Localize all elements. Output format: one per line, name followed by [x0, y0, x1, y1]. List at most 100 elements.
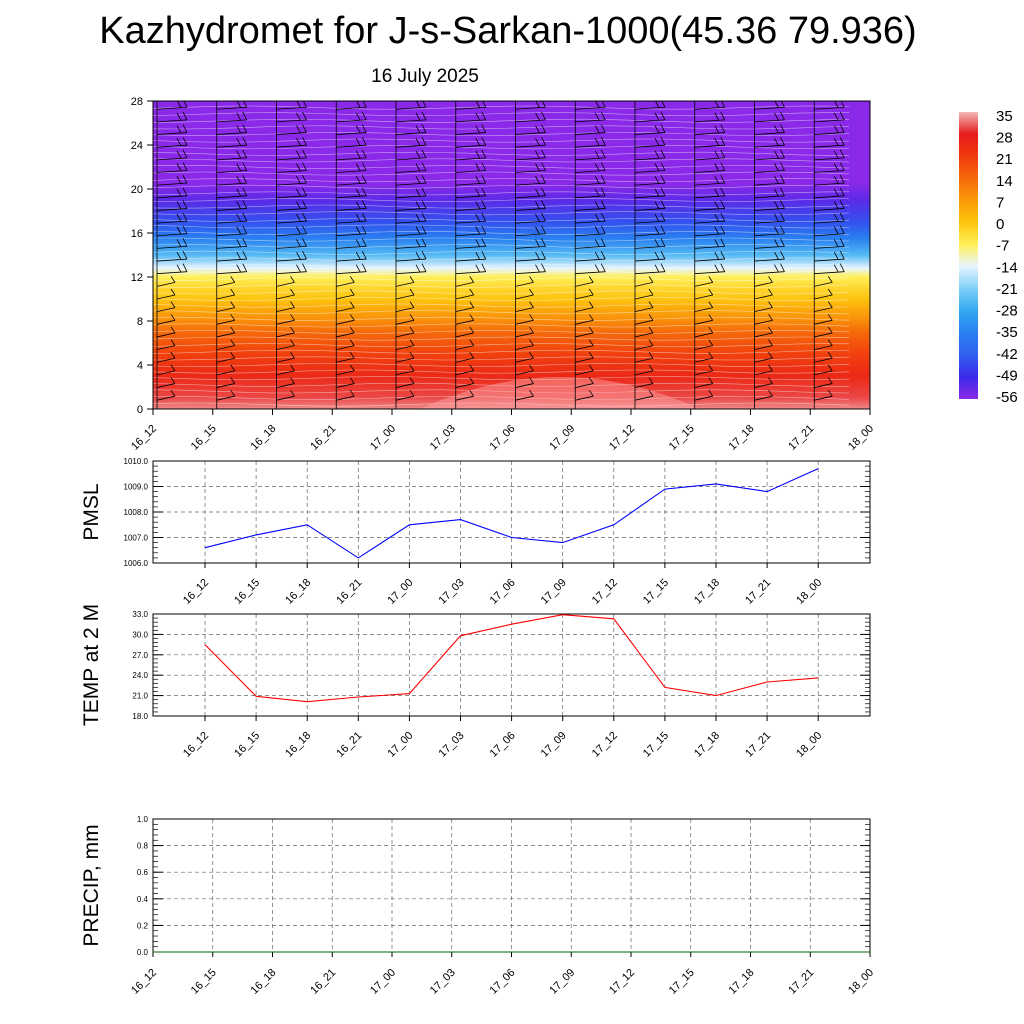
colorbar-label: 14 [996, 173, 1013, 190]
section-y-tick: 4 [137, 360, 143, 372]
x-tick-label: 16_21 [334, 730, 364, 760]
x-tick-label: 16_18 [249, 967, 279, 997]
section-y-tick: 28 [131, 96, 143, 108]
x-tick-label: 17_21 [786, 967, 816, 997]
series-line [204, 468, 819, 559]
x-tick-label: 18_00 [846, 967, 876, 997]
x-tick-label: 17_00 [385, 730, 415, 760]
x-tick-label: 17_12 [607, 967, 637, 997]
section-x-tick: 17_03 [428, 423, 458, 453]
x-tick-label: 17_15 [641, 577, 671, 607]
section-y-tick: 0 [137, 404, 143, 416]
x-tick-label: 17_03 [428, 967, 458, 997]
panel-frame [152, 613, 871, 717]
section-x-tick: 16_12 [129, 423, 159, 453]
chart-title: Kazhydromet for J-s-Sarkan-1000(45.36 79… [99, 10, 917, 52]
x-tick-label: 17_15 [641, 730, 671, 760]
section-y-tick: 8 [137, 316, 143, 328]
colorbar-label: -42 [996, 346, 1018, 363]
x-tick-label: 17_06 [488, 577, 518, 607]
x-tick-label: 17_18 [692, 577, 722, 607]
x-tick-label: 16_18 [283, 730, 313, 760]
y-tick-label: 33.0 [132, 610, 148, 619]
warm-surface-dome [420, 377, 700, 409]
x-tick-label: 17_15 [667, 967, 697, 997]
colorbar-label: 21 [996, 151, 1013, 168]
temperature-field [153, 101, 870, 409]
colorbar-label: 28 [996, 130, 1013, 147]
pmsl-panel: 1006.0 1007.0 1008.0 1009.0 1010.0 16_12 16_15… [80, 457, 871, 607]
x-tick-label: 17_18 [692, 730, 722, 760]
x-tick-label: 17_06 [488, 730, 518, 760]
y-tick-label: 0.0 [137, 948, 149, 957]
colorbar-label: 7 [996, 194, 1004, 211]
y-axis-label: PRECIP, mm [80, 824, 103, 946]
y-axis-label: PMSL [80, 483, 103, 540]
section-y-tick: 12 [131, 272, 143, 284]
wind-barbs [156, 101, 845, 409]
y-tick-label: 21.0 [132, 692, 148, 701]
y-axis-label: TEMP at 2 M [80, 604, 103, 726]
colorbar-label: -35 [996, 324, 1018, 341]
y-tick-label: 0.8 [137, 842, 149, 851]
y-tick-label: 1006.0 [124, 559, 149, 568]
y-tick-label: 27.0 [132, 651, 148, 660]
y-tick-label: 1008.0 [124, 508, 149, 517]
colorbar-label: -14 [996, 259, 1018, 276]
chart-subtitle: 16 July 2025 [371, 66, 479, 87]
colorbar-label: -49 [996, 367, 1018, 384]
x-tick-label: 17_09 [547, 967, 577, 997]
colorbar-label: 0 [996, 216, 1004, 233]
y-tick-label: 0.6 [137, 868, 149, 877]
x-tick-label: 17_00 [385, 577, 415, 607]
x-tick-label: 17_21 [743, 730, 773, 760]
x-tick-label: 17_03 [437, 730, 467, 760]
x-tick-label: 16_12 [181, 730, 211, 760]
x-tick-label: 17_18 [727, 967, 757, 997]
section-x-tick: 17_21 [786, 423, 816, 453]
y-tick-label: 1.0 [137, 815, 149, 824]
section-x-tick: 17_18 [727, 423, 757, 453]
x-tick-label: 17_09 [539, 577, 569, 607]
x-tick-label: 16_15 [232, 730, 262, 760]
x-tick-label: 17_21 [743, 577, 773, 607]
x-tick-label: 16_12 [181, 577, 211, 607]
section-x-tick: 17_09 [547, 423, 577, 453]
section-x-tick: 16_15 [189, 423, 219, 453]
y-tick-label: 24.0 [132, 671, 148, 680]
colorbar: 35 28 21 14 7 0 -7 -14 -21 -28 -35 -42 -49 -56 [959, 108, 1018, 406]
x-tick-label: 17_12 [590, 730, 620, 760]
x-tick-label: 17_09 [539, 730, 569, 760]
temperature-section-panel: 0 4 8 12 16 20 24 28 16_12 16_15 16_18 16_21 17_00 17… [129, 96, 876, 453]
temp2m-panel: 18.0 21.0 24.0 27.0 30.0 33.0 16_12 16_15 16_18 1… [80, 604, 871, 760]
x-tick-label: 16_15 [189, 967, 219, 997]
section-y-tick: 24 [131, 140, 143, 152]
panel-frame [152, 460, 871, 564]
x-tick-label: 16_15 [232, 577, 262, 607]
y-tick-label: 1009.0 [124, 483, 149, 492]
y-tick-label: 18.0 [132, 712, 148, 721]
section-y-tick: 20 [131, 184, 143, 196]
section-x-tick: 17_06 [488, 423, 518, 453]
x-tick-label: 17_06 [488, 967, 518, 997]
y-tick-label: 30.0 [132, 630, 148, 639]
y-tick-label: 0.2 [137, 921, 149, 930]
section-x-tick: 18_00 [846, 423, 876, 453]
x-tick-label: 18_00 [794, 730, 824, 760]
y-tick-label: 1010.0 [124, 457, 149, 466]
colorbar-label: -56 [996, 389, 1018, 406]
section-y-tick: 16 [131, 228, 143, 240]
colorbar-scale [959, 112, 978, 399]
colorbar-label: -21 [996, 281, 1018, 298]
colorbar-label: 35 [996, 108, 1013, 125]
series-line [204, 614, 819, 703]
section-x-tick: 17_00 [368, 423, 398, 453]
x-tick-label: 16_21 [334, 577, 364, 607]
x-tick-label: 18_00 [794, 577, 824, 607]
x-tick-label: 16_18 [283, 577, 313, 607]
y-tick-label: 0.4 [137, 895, 149, 904]
section-x-tick: 16_21 [308, 423, 338, 453]
x-tick-label: 16_12 [129, 967, 159, 997]
colorbar-label: -28 [996, 303, 1018, 320]
